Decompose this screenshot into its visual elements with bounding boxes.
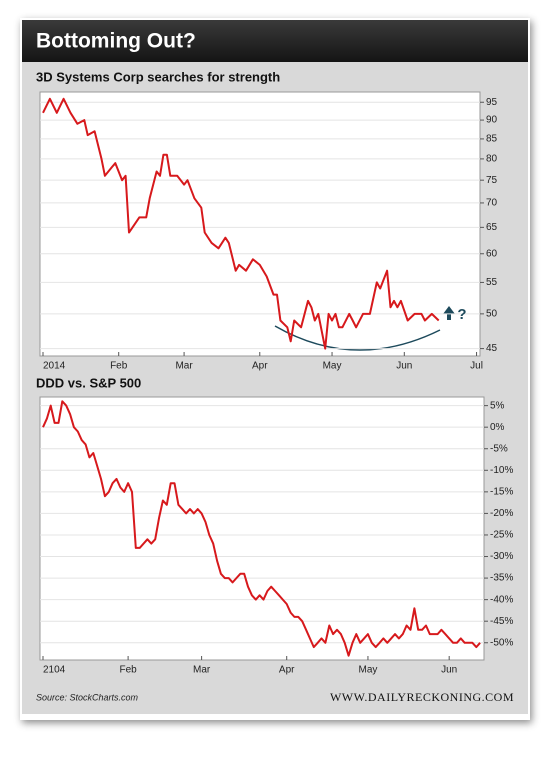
- x-tick-label: May: [323, 361, 342, 372]
- y-tick-label: -15%: [490, 486, 513, 497]
- y-tick-label: 95: [486, 97, 498, 108]
- y-tick-label: -35%: [490, 573, 513, 584]
- source: Source: StockCharts.com: [36, 692, 139, 702]
- x-tick-label: Apr: [252, 361, 268, 372]
- chart-title: 3D Systems Corp searches for strength: [36, 69, 280, 84]
- y-tick-label: 80: [486, 154, 498, 165]
- annotation: ?: [457, 306, 466, 323]
- x-tick-label: Apr: [279, 665, 295, 676]
- up-arrow: [443, 306, 455, 320]
- y-tick-label: -30%: [490, 551, 513, 562]
- y-tick-label: 45: [486, 343, 498, 354]
- x-tick-label: Jun: [396, 361, 412, 372]
- x-tick-label: May: [358, 665, 377, 676]
- y-tick-label: 5%: [490, 400, 505, 411]
- y-tick-label: 55: [486, 277, 498, 288]
- y-tick-label: 60: [486, 248, 498, 259]
- y-tick-label: -20%: [490, 508, 513, 519]
- y-tick-label: 85: [486, 134, 498, 145]
- y-tick-label: -10%: [490, 465, 513, 476]
- x-tick-label: 2014: [43, 361, 66, 372]
- data-line: [42, 97, 440, 350]
- x-tick-label: Feb: [110, 361, 128, 372]
- y-tick-label: 90: [486, 115, 498, 126]
- plot-area: [39, 91, 481, 357]
- y-tick-label: -40%: [490, 594, 513, 605]
- y-tick-label: -45%: [490, 616, 513, 627]
- x-tick-label: Jun: [441, 665, 457, 676]
- y-tick-label: 70: [486, 198, 498, 209]
- x-tick-label: Mar: [175, 361, 193, 372]
- plot-area: [39, 396, 485, 661]
- x-tick-label: 2104: [43, 665, 66, 676]
- y-tick-label: 75: [486, 175, 498, 186]
- y-tick-label: -50%: [490, 637, 513, 648]
- header: [22, 20, 528, 62]
- credit: WWW.DAILYRECKONING.COM: [330, 690, 514, 704]
- y-tick-label: -25%: [490, 530, 513, 541]
- x-tick-label: Feb: [119, 665, 137, 676]
- data-line: [42, 400, 481, 657]
- chart-title: DDD vs. S&P 500: [36, 375, 141, 390]
- y-tick-label: 50: [486, 308, 498, 319]
- x-tick-label: Mar: [193, 665, 211, 676]
- x-tick-label: Jul: [470, 361, 483, 372]
- y-tick-label: -5%: [490, 443, 508, 454]
- page-title: Bottoming Out?: [36, 30, 196, 53]
- y-tick-label: 0%: [490, 422, 505, 433]
- bottom-curve: [274, 325, 441, 351]
- y-tick-label: 65: [486, 222, 498, 233]
